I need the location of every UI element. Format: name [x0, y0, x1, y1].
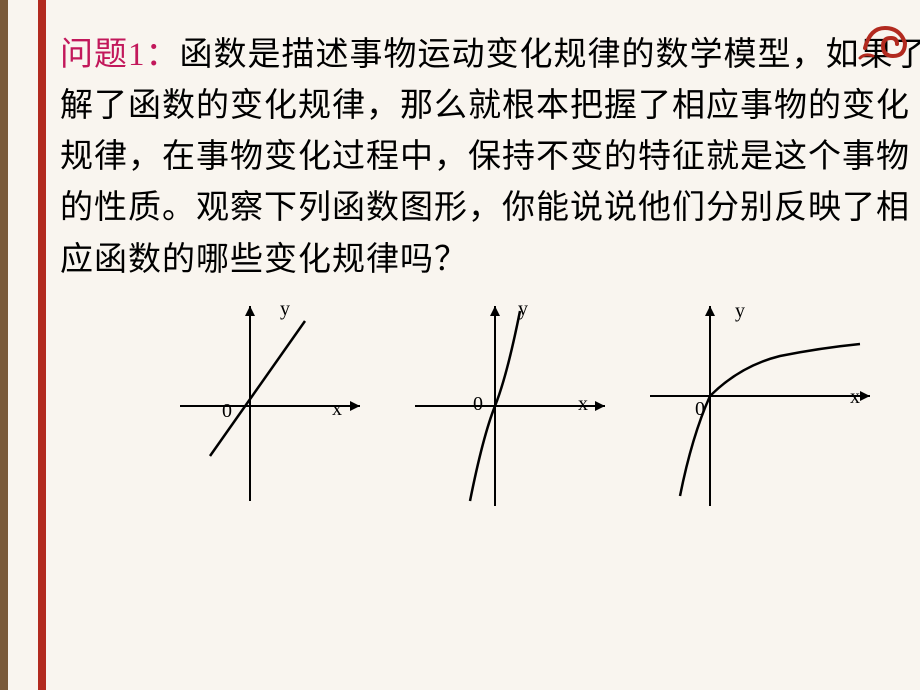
brown-stripe	[0, 0, 8, 690]
question-label: 问题1：	[60, 37, 180, 73]
body-text: 函数是描述事物运动变化规律的数学模型，如果了解了函数的变化规律，那么就根本把握了…	[60, 37, 920, 278]
origin-label: 0	[222, 400, 232, 423]
corner-ornament-icon	[855, 8, 915, 68]
origin-label: 0	[473, 393, 483, 416]
origin-label: 0	[695, 398, 705, 421]
charts-row: y x 0 y x 0 y	[60, 296, 920, 521]
y-axis-label: y	[280, 298, 290, 321]
chart-cubic: y x 0	[400, 296, 620, 521]
chart-linear: y x 0	[160, 296, 380, 521]
x-axis-label: x	[578, 393, 588, 416]
y-axis-label: y	[735, 300, 745, 323]
x-axis-label: x	[850, 386, 860, 409]
chart-root: y x 0	[640, 296, 880, 521]
slide-container: 问题1：函数是描述事物运动变化规律的数学模型，如果了解了函数的变化规律，那么就根…	[0, 0, 920, 690]
question-text: 问题1：函数是描述事物运动变化规律的数学模型，如果了解了函数的变化规律，那么就根…	[60, 30, 920, 286]
red-stripe	[38, 0, 46, 690]
left-border	[0, 0, 50, 690]
y-axis-label: y	[518, 298, 528, 321]
x-axis-label: x	[332, 398, 342, 421]
